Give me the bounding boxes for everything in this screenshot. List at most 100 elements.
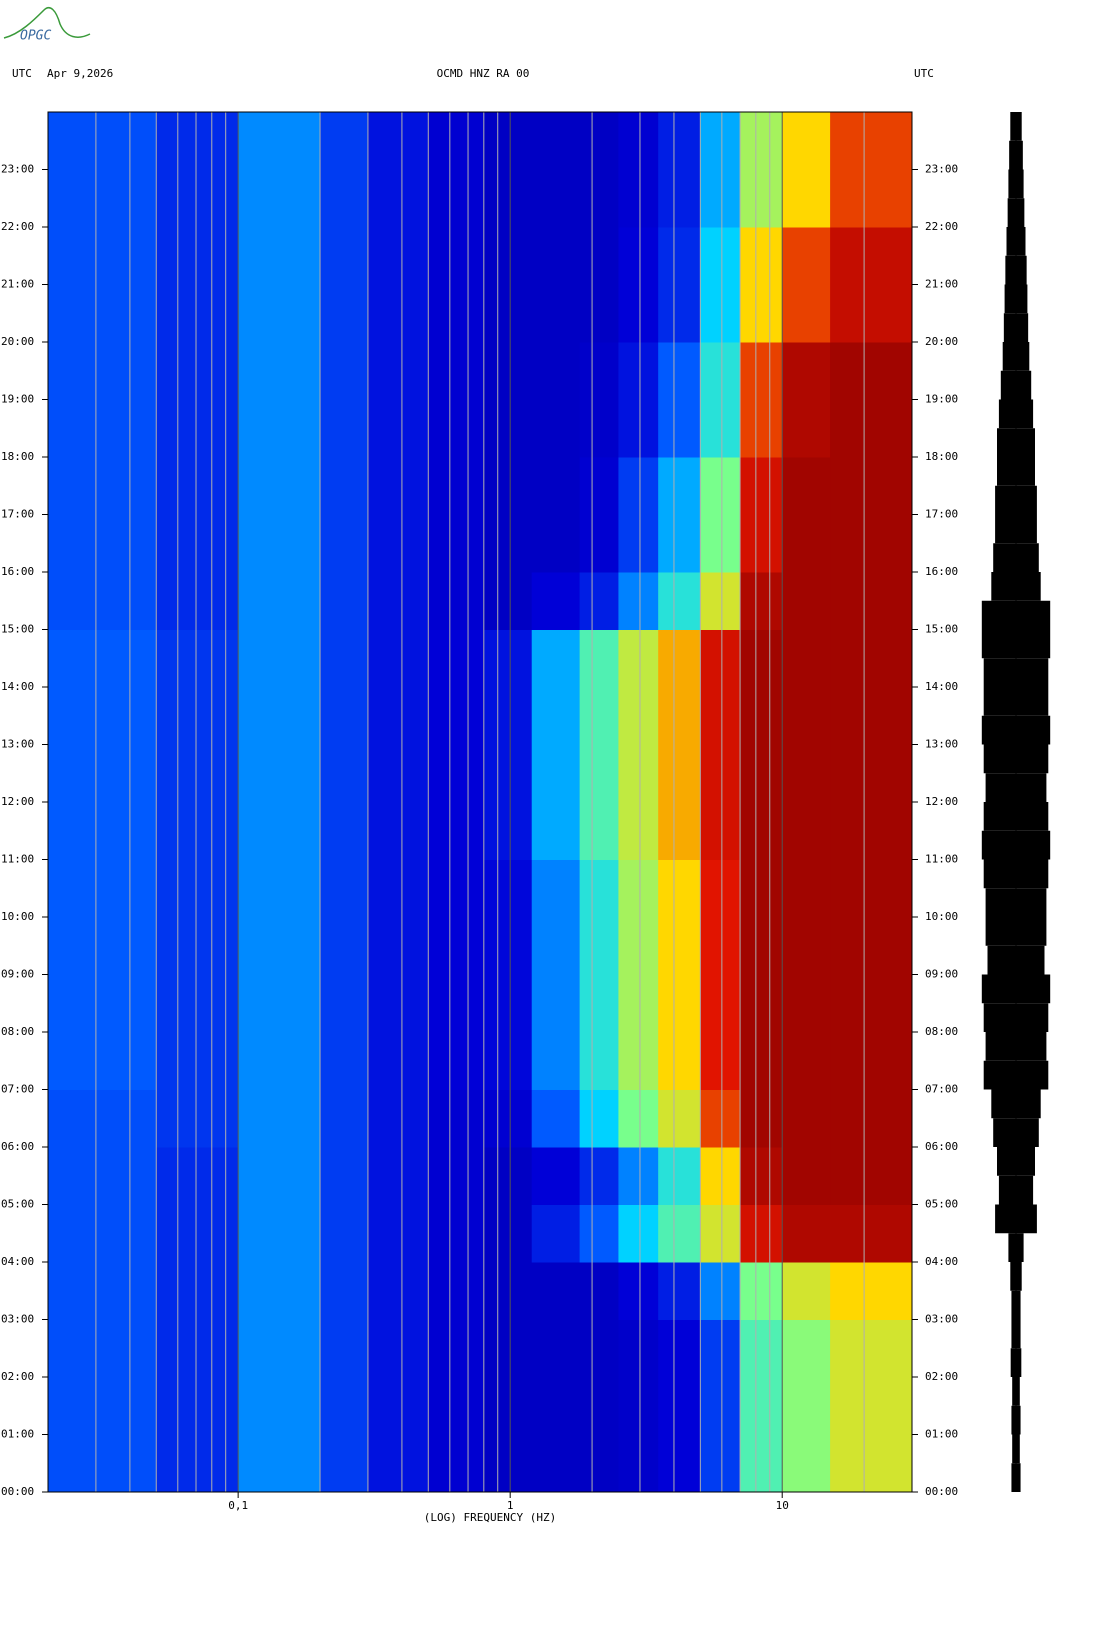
logo-arc (3, 6, 91, 39)
spectrogram-cell (740, 1434, 783, 1493)
spectrogram-cell (740, 802, 783, 860)
trace-amplitude (981, 830, 1051, 860)
spectrogram-cell (700, 342, 741, 400)
spectrogram-cell (320, 572, 369, 630)
y-tick-label: 02:00 (925, 1370, 958, 1383)
spectrogram-cell (618, 169, 659, 228)
spectrogram-cell (156, 1204, 239, 1263)
spectrogram-cell (367, 974, 429, 1033)
spectrogram-cell (531, 687, 581, 745)
spectrogram-cell (579, 917, 619, 975)
date: Apr 9,2026 (47, 67, 113, 80)
x-axis-label: (LOG) FREQUENCY (HZ) (424, 1511, 556, 1524)
trace-amplitude (991, 572, 1041, 601)
spectrogram-cell (320, 1032, 369, 1090)
spectrogram-cell (740, 457, 783, 515)
spectrogram-cell (48, 284, 157, 343)
spectrogram-cell (238, 227, 321, 285)
spectrogram-cell (782, 514, 831, 573)
spectrogram-cell (531, 629, 581, 688)
y-tick-label: 13:00 (925, 738, 958, 751)
y-tick-label: 05:00 (1, 1198, 34, 1211)
spectrogram-cell (658, 974, 701, 1033)
y-tick-label: 18:00 (1, 450, 34, 463)
spectrogram-cell (782, 112, 831, 170)
spectrogram-cell (658, 342, 701, 400)
spectrogram-cell (700, 284, 741, 343)
spectrogram-cell (700, 859, 741, 918)
spectrogram-cell (579, 227, 619, 285)
y-tick-label: 12:00 (1, 795, 34, 808)
spectrogram-cell (238, 744, 321, 803)
spectrogram-cell (531, 917, 581, 975)
spectrogram-cell (782, 744, 831, 803)
spectrogram-cell (238, 1319, 321, 1378)
spectrogram-cell (238, 859, 321, 918)
spectrogram-cell (740, 687, 783, 745)
spectrogram-cell (700, 457, 741, 515)
trace-amplitude (1012, 1434, 1020, 1464)
trace-amplitude (1011, 1405, 1021, 1435)
spectrogram-cell (367, 859, 429, 918)
spectrogram-cell (483, 802, 533, 860)
spectrogram-cell (320, 917, 369, 975)
trace-amplitude (1011, 1319, 1021, 1349)
y-tick-label: 08:00 (925, 1025, 958, 1038)
spectrogram-cell (658, 1147, 701, 1205)
y-tick-label: 06:00 (925, 1140, 958, 1153)
spectrogram-cell (428, 112, 485, 170)
spectrogram-cell (367, 687, 429, 745)
spectrogram-cell (367, 514, 429, 573)
spectrogram-cell (428, 1319, 485, 1378)
spectrogram-cell (428, 1377, 485, 1435)
spectrogram-cell (740, 1319, 783, 1378)
spectrogram-cell (428, 1204, 485, 1263)
spectrogram-cell (700, 1147, 741, 1205)
spectrogram-cell (618, 974, 659, 1033)
spectrogram-cell (579, 802, 619, 860)
spectrogram-cell (830, 1204, 913, 1263)
spectrogram-cell (782, 1377, 831, 1435)
spectrogram-cell (579, 514, 619, 573)
spectrogram-cell (156, 974, 239, 1033)
spectrogram-cell (579, 1262, 619, 1320)
y-tick-label: 09:00 (925, 968, 958, 981)
spectrogram-cell (618, 1147, 659, 1205)
spectrogram-cell (531, 802, 581, 860)
spectrogram-cell (428, 629, 485, 688)
spectrogram-cell (782, 1032, 831, 1090)
spectrogram-cell (740, 399, 783, 458)
y-tick-label: 10:00 (925, 910, 958, 923)
spectrogram-cell (156, 1032, 239, 1090)
y-tick-label: 18:00 (925, 450, 958, 463)
spectrogram-cell (618, 744, 659, 803)
spectrogram-cell (618, 802, 659, 860)
trace-amplitude (998, 1175, 1034, 1205)
spectrogram-cell (320, 514, 369, 573)
spectrogram-cell (782, 1319, 831, 1378)
spectrogram-cell (238, 284, 321, 343)
spectrogram-cell (740, 974, 783, 1033)
spectrogram-cell (830, 342, 913, 400)
spectrogram-cell (782, 629, 831, 688)
spectrogram-cell (618, 514, 659, 573)
spectrogram-cell (782, 917, 831, 975)
spectrogram-cell (483, 744, 533, 803)
y-tick-label: 11:00 (1, 853, 34, 866)
spectrogram-cell (48, 1147, 157, 1205)
trace-amplitude (1011, 1463, 1021, 1492)
spectrogram-cell (48, 1434, 157, 1493)
spectrogram-cell (531, 1319, 581, 1378)
spectrogram-cell (483, 1262, 533, 1320)
spectrogram-cell (782, 1204, 831, 1263)
y-tick-label: 12:00 (925, 795, 958, 808)
spectrogram-cell (48, 744, 157, 803)
spectrogram-cell (483, 1032, 533, 1090)
spectrogram-cell (156, 687, 239, 745)
spectrogram-cell (700, 169, 741, 228)
spectrogram-cell (320, 974, 369, 1033)
spectrogram-cell (428, 917, 485, 975)
spectrogram-cell (830, 629, 913, 688)
spectrogram-cell (483, 1377, 533, 1435)
